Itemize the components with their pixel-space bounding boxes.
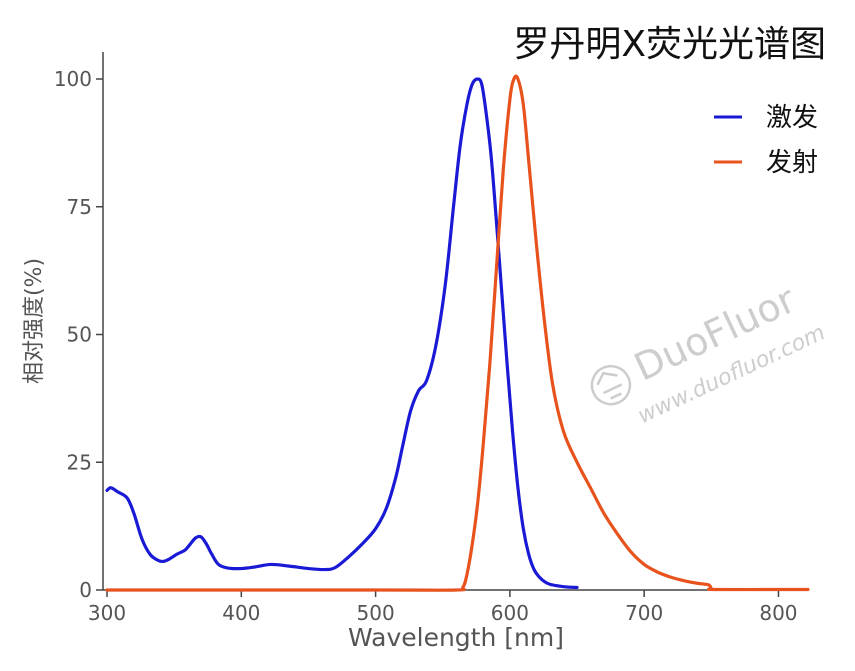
chart-title: 罗丹明X荧光光谱图 — [513, 24, 826, 65]
emission-series-line — [105, 74, 810, 592]
x-tick-label: 400 — [222, 601, 260, 625]
y-tick-label: 100 — [54, 67, 92, 91]
y-tick-label: 50 — [67, 323, 92, 347]
legend-label: 发射 — [766, 148, 818, 178]
y-tick-label: 25 — [67, 450, 92, 474]
watermark: DuoFluor www.duofluor.com — [590, 277, 829, 429]
excitation-series-line — [105, 77, 579, 590]
x-tick-label: 800 — [759, 601, 797, 625]
x-tick-label: 500 — [357, 601, 395, 625]
y-tick-label: 0 — [79, 578, 92, 602]
series-layer — [105, 74, 810, 592]
y-axis-ticks: 0 25 50 75 100 — [54, 67, 103, 602]
x-tick-label: 700 — [625, 601, 663, 625]
legend-item-excitation: 激发 — [714, 103, 818, 133]
x-tick-label: 600 — [491, 601, 529, 625]
legend-label: 激发 — [766, 103, 818, 133]
y-tick-label: 75 — [67, 195, 92, 219]
x-axis-title: Wavelength [nm] — [348, 623, 564, 652]
x-axis-ticks: 300 400 500 600 700 800 — [88, 590, 798, 625]
x-tick-label: 300 — [88, 601, 126, 625]
legend-item-emission: 发射 — [714, 148, 818, 178]
y-axis-title: 相对强度(%) — [22, 258, 47, 384]
duofluor-logo-icon — [590, 364, 632, 406]
